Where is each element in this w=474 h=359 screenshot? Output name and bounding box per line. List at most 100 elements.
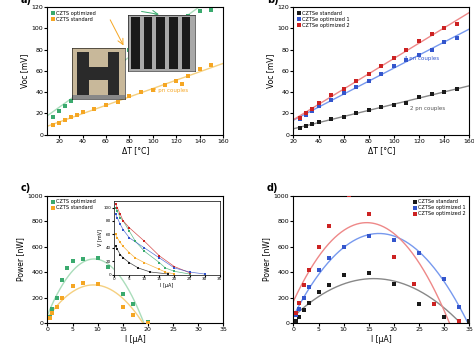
Text: 4 pn couples: 4 pn couples <box>153 39 188 44</box>
CZTSe standard <box>328 116 335 121</box>
CZTSe standard <box>292 318 300 323</box>
CZTS optimized <box>49 306 56 312</box>
CZTS standard <box>161 82 168 88</box>
Text: 2 pn couples: 2 pn couples <box>410 106 446 111</box>
CZTS standard <box>67 114 74 120</box>
CZTSe optimized 1 <box>428 47 436 52</box>
CZTSe optimized 2 <box>415 38 423 44</box>
CZTS optimized <box>208 8 215 13</box>
CZTSe optimized 2 <box>430 301 438 307</box>
CZTS standard <box>73 113 81 118</box>
CZTSe optimized 2 <box>365 211 373 216</box>
CZTS standard <box>49 310 56 316</box>
Text: 2 pn couples: 2 pn couples <box>153 88 188 93</box>
CZTS optimized <box>59 277 66 283</box>
CZTS standard <box>79 280 86 286</box>
CZTS standard <box>126 93 133 99</box>
CZTS optimized <box>104 264 111 270</box>
X-axis label: ΔT [°C]: ΔT [°C] <box>368 146 395 155</box>
CZTSe standard <box>295 314 302 320</box>
CZTS standard <box>49 122 57 128</box>
CZTS optimized <box>144 319 152 325</box>
CZTSe optimized 2 <box>365 71 373 77</box>
CZTSe optimized 1 <box>340 244 347 250</box>
CZTSe optimized 2 <box>295 300 302 306</box>
CZTS optimized <box>102 71 110 77</box>
CZTSe optimized 1 <box>292 313 300 318</box>
CZTSe standard <box>440 89 448 95</box>
Text: b): b) <box>267 0 279 5</box>
Text: c): c) <box>21 183 31 193</box>
CZTSe optimized 2 <box>340 86 347 92</box>
CZTSe standard <box>353 111 360 116</box>
CZTS optimized <box>64 265 71 271</box>
CZTS optimized <box>69 258 76 264</box>
CZTSe optimized 1 <box>302 113 310 118</box>
CZTSe standard <box>325 282 332 288</box>
CZTSe optimized 2 <box>292 310 300 316</box>
CZTS standard <box>54 304 61 310</box>
CZTSe standard <box>453 86 461 92</box>
CZTSe standard <box>365 271 373 276</box>
CZTS optimized <box>196 9 203 14</box>
CZTSe optimized 2 <box>440 25 448 31</box>
CZTSe standard <box>403 100 410 106</box>
CZTSe optimized 2 <box>296 115 303 121</box>
CZTSe optimized 2 <box>300 282 307 288</box>
CZTS standard <box>55 120 63 126</box>
CZTSe optimized 2 <box>315 244 322 250</box>
Y-axis label: Voc [mV]: Voc [mV] <box>266 54 275 88</box>
CZTS standard <box>149 87 156 93</box>
CZTSe optimized 1 <box>315 103 322 109</box>
CZTSe optimized 1 <box>328 97 335 102</box>
CZTSe optimized 1 <box>390 237 398 243</box>
CZTSe optimized 1 <box>365 234 373 239</box>
CZTS optimized <box>184 13 192 19</box>
Text: 4 pn couples: 4 pn couples <box>404 56 439 61</box>
CZTSe optimized 1 <box>453 35 461 41</box>
CZTSe optimized 1 <box>415 250 423 256</box>
CZTSe optimized 2 <box>390 254 398 260</box>
Legend: CZTS optimized, CZTS standard: CZTS optimized, CZTS standard <box>50 198 97 211</box>
CZTSe standard <box>378 104 385 110</box>
CZTS optimized <box>149 33 156 39</box>
Y-axis label: Voc [mV]: Voc [mV] <box>20 54 29 88</box>
Text: d): d) <box>267 183 279 193</box>
CZTSe optimized 2 <box>325 223 332 229</box>
CZTSe optimized 1 <box>315 267 322 272</box>
CZTS optimized <box>94 255 101 261</box>
CZTS optimized <box>126 47 133 52</box>
CZTSe standard <box>300 308 307 313</box>
CZTSe optimized 2 <box>428 31 436 37</box>
CZTS standard <box>129 313 137 318</box>
CZTS optimized <box>46 314 54 320</box>
CZTSe optimized 1 <box>456 304 463 309</box>
CZTS optimized <box>119 291 127 297</box>
CZTSe standard <box>415 301 423 307</box>
CZTS standard <box>137 89 145 95</box>
CZTS standard <box>173 79 180 84</box>
CZTSe optimized 2 <box>453 21 461 27</box>
CZTSe standard <box>365 107 373 113</box>
CZTS standard <box>94 281 101 286</box>
CZTS standard <box>59 295 66 300</box>
CZTS optimized <box>67 98 74 103</box>
CZTSe standard <box>340 272 347 278</box>
CZTS optimized <box>73 92 81 98</box>
CZTSe optimized 2 <box>378 63 385 69</box>
CZTS optimized <box>54 295 61 300</box>
CZTSe optimized 2 <box>315 100 322 106</box>
CZTSe optimized 1 <box>415 52 423 58</box>
CZTSe optimized 2 <box>390 55 398 61</box>
Legend: CZTS optimized, CZTS standard: CZTS optimized, CZTS standard <box>50 10 97 23</box>
CZTS optimized <box>61 103 69 109</box>
Text: a): a) <box>21 0 32 5</box>
Y-axis label: Power [nW]: Power [nW] <box>16 237 25 281</box>
CZTSe optimized 2 <box>328 92 335 98</box>
CZTS standard <box>184 73 192 79</box>
CZTSe standard <box>390 102 398 108</box>
CZTSe standard <box>390 281 398 286</box>
CZTS standard <box>119 304 127 309</box>
CZTSe optimized 1 <box>296 116 303 121</box>
CZTSe standard <box>415 94 423 100</box>
